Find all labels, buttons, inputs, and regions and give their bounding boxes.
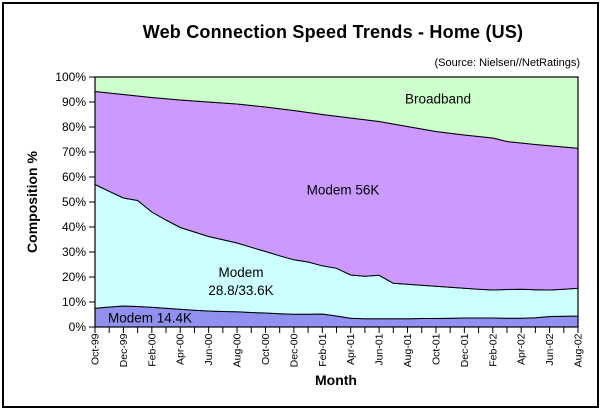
y-tick-label: 0%	[69, 320, 87, 334]
x-tick-label: Feb-02	[487, 333, 499, 366]
x-tick-label: Aug-00	[232, 333, 244, 367]
y-tick-label: 70%	[62, 145, 86, 159]
x-tick-label: Apr-02	[516, 333, 528, 365]
area-label-modem-288-336k: Modem 28.8/33.6K	[208, 264, 273, 300]
x-tick-label: Aug-02	[573, 333, 585, 367]
x-tick-label: Jun-01	[374, 333, 386, 365]
y-tick-label: 50%	[62, 195, 86, 209]
x-tick-label: Feb-01	[317, 333, 329, 366]
area-label-broadband: Broadband	[404, 91, 472, 107]
x-tick-label: Apr-00	[175, 333, 187, 365]
area-label-modem-144k: Modem 14.4K	[107, 310, 193, 326]
x-tick-label: Dec-01	[459, 333, 471, 367]
x-tick-label: Aug-01	[402, 333, 414, 367]
y-tick-label: 100%	[55, 70, 86, 84]
x-tick-label: Feb-00	[146, 333, 158, 366]
area-label-modem-56k: Modem 56K	[306, 182, 380, 198]
x-tick-label: Oct-00	[260, 333, 272, 365]
y-axis-title: Composition %	[24, 151, 40, 253]
x-tick-label: Jun-00	[203, 333, 215, 365]
y-tick-label: 30%	[62, 245, 86, 259]
x-tick-label: Oct-99	[90, 333, 102, 365]
x-tick-label: Dec-00	[288, 333, 300, 367]
chart-title: Web Connection Speed Trends - Home (US)	[142, 22, 524, 42]
x-tick-label: Jun-02	[544, 333, 556, 365]
y-tick-label: 80%	[62, 120, 86, 134]
y-tick-label: 40%	[62, 220, 86, 234]
x-tick-label: Oct-01	[430, 333, 442, 365]
x-tick-label: Apr-01	[345, 333, 357, 365]
y-tick-label: 60%	[62, 170, 86, 184]
y-tick-label: 10%	[62, 295, 86, 309]
x-axis-title: Month	[315, 372, 357, 388]
y-tick-label: 20%	[62, 270, 86, 284]
area-label-modem-288-336k-line1: Modem	[218, 265, 264, 280]
area-label-modem-288-336k-line2: 28.8/33.6K	[208, 283, 274, 298]
source-note: (Source: Nielsen//NetRatings)	[434, 57, 580, 69]
x-tick-label: Dec-99	[118, 333, 130, 367]
y-tick-label: 90%	[62, 95, 86, 109]
